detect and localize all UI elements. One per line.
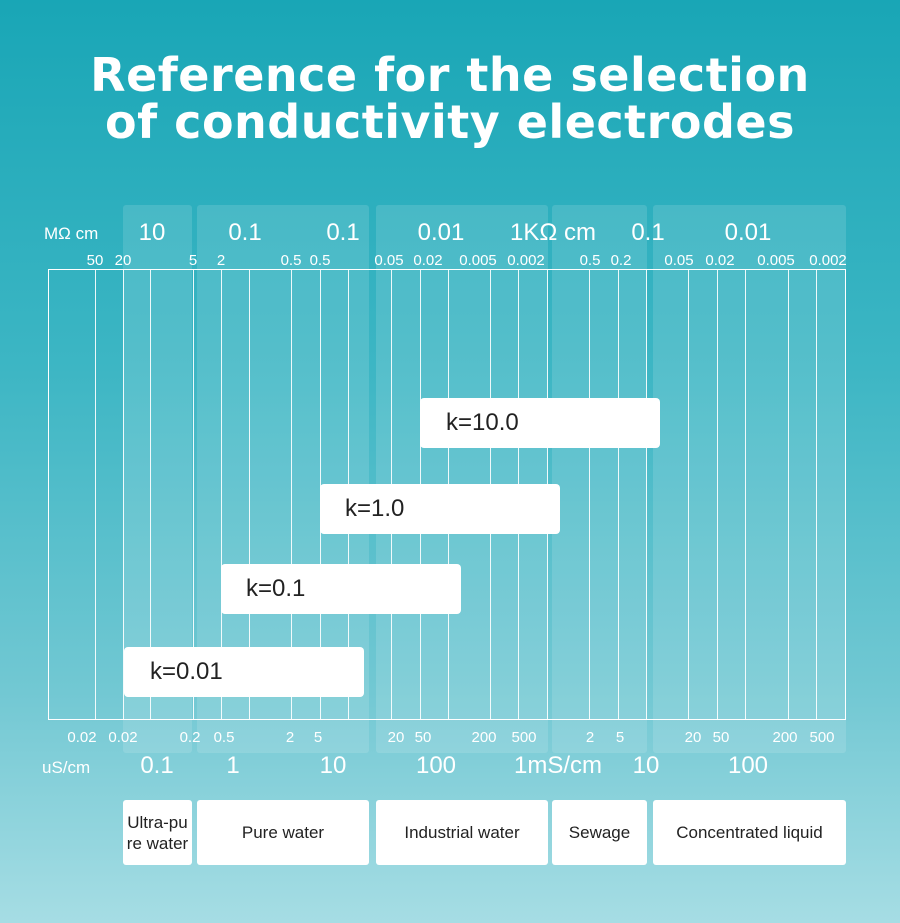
- electrode-range-k10: k=10.0: [420, 398, 660, 448]
- electrode-label: k=0.1: [246, 575, 306, 602]
- grid-line: [123, 269, 124, 720]
- category-ultra-pure-water: Ultra-pu re water: [123, 800, 192, 865]
- grid-line: [95, 269, 96, 720]
- bottom-axis-major-label: 100: [415, 752, 457, 779]
- grid-line: [745, 269, 746, 720]
- top-axis-major-label: 0.01: [724, 219, 772, 246]
- category-sewage: Sewage: [552, 800, 647, 865]
- top-axis-minor-label: 0.005: [757, 252, 795, 269]
- top-axis-minor-label: 5: [188, 252, 198, 269]
- bottom-axis-minor-label: 5: [313, 729, 323, 746]
- electrode-label: k=10.0: [446, 409, 519, 436]
- top-axis-minor-label: 0.2: [610, 252, 632, 269]
- top-axis-major-label: 0.1: [326, 219, 360, 246]
- page-title-line2: of conductivity electrodes: [105, 95, 795, 149]
- bottom-axis-minor-label: 500: [511, 729, 537, 746]
- bottom-axis-minor-label: 20: [387, 729, 405, 746]
- top-axis-minor-label: 2: [216, 252, 226, 269]
- top-axis-minor-label: 0.005: [459, 252, 497, 269]
- grid-line: [717, 269, 718, 720]
- category-label: Industrial water: [404, 823, 520, 842]
- bottom-axis-major-label: 10: [632, 752, 660, 779]
- bottom-axis-minor-label: 2: [285, 729, 295, 746]
- grid-line: [193, 269, 194, 720]
- top-axis-minor-label: 0.02: [705, 252, 735, 269]
- chart-frame: [48, 269, 846, 720]
- grid-line: [150, 269, 151, 720]
- page-title-line1: Reference for the selection: [90, 48, 810, 102]
- bottom-axis-major-label: 0.1: [140, 752, 174, 779]
- grid-line: [291, 269, 292, 720]
- category-label: Sewage: [568, 823, 631, 842]
- electrode-range-k0-1: k=0.1: [221, 564, 461, 614]
- category-concentrated-liquid: Concentrated liquid: [653, 800, 846, 865]
- grid-line: [249, 269, 250, 720]
- grid-line: [788, 269, 789, 720]
- bottom-axis-minor-label: 50: [414, 729, 432, 746]
- bottom-axis-major-label: 100: [727, 752, 769, 779]
- top-axis-major-label: 10: [138, 219, 166, 246]
- grid-line: [688, 269, 689, 720]
- bottom-axis-minor-label: 50: [712, 729, 730, 746]
- band-concentrated-liquid: [653, 205, 846, 753]
- bottom-axis-minor-label: 200: [772, 729, 798, 746]
- top-axis-unit-kohm: 1KΩ cm: [510, 219, 596, 246]
- bottom-axis-unit-us: uS/cm: [42, 758, 91, 777]
- top-axis-major-label: 0.1: [228, 219, 262, 246]
- electrode-label: k=0.01: [150, 658, 223, 685]
- top-axis-minor-label: 50: [86, 252, 104, 269]
- grid-line: [589, 269, 590, 720]
- top-axis-minor-label: 0.002: [507, 252, 545, 269]
- top-axis-major-label: 0.1: [631, 219, 665, 246]
- band-sewage: [552, 205, 647, 753]
- electrode-range-k1: k=1.0: [320, 484, 560, 534]
- bottom-axis-minor-label: 20: [684, 729, 702, 746]
- bottom-axis-minor-label: 5: [615, 729, 625, 746]
- bottom-axis-minor-label: 500: [809, 729, 835, 746]
- top-axis-minor-label: 0.5: [309, 252, 331, 269]
- category-industrial-water: Industrial water: [376, 800, 548, 865]
- top-axis-major-label: 0.01: [417, 219, 465, 246]
- category-label: Pure water: [241, 823, 325, 842]
- bottom-axis-major-label: 1: [226, 752, 240, 779]
- bottom-axis-minor-label: 0.2: [179, 729, 201, 746]
- electrode-label: k=1.0: [345, 495, 405, 522]
- bottom-axis-unit-ms: 1mS/cm: [513, 752, 603, 779]
- top-axis-minor-label: 0.002: [809, 252, 847, 269]
- grid-line: [646, 269, 647, 720]
- category-label: Concentrated liquid: [676, 823, 823, 842]
- top-axis-minor-label: 0.05: [664, 252, 694, 269]
- top-axis-minor-label: 0.5: [579, 252, 601, 269]
- bottom-axis-minor-label: 2: [585, 729, 595, 746]
- bottom-axis-major-label: 10: [319, 752, 347, 779]
- top-axis-unit-mohm: MΩ cm: [44, 224, 99, 243]
- category-label: Ultra-pu re water: [126, 812, 189, 853]
- grid-line: [618, 269, 619, 720]
- grid-line: [221, 269, 222, 720]
- bottom-axis-minor-label: 0.02: [108, 729, 138, 746]
- bottom-axis-minor-label: 0.02: [67, 729, 97, 746]
- bottom-axis-minor-label: 200: [471, 729, 497, 746]
- top-axis-minor-label: 0.5: [280, 252, 302, 269]
- category-pure-water: Pure water: [197, 800, 369, 865]
- bottom-axis-minor-label: 0.5: [213, 729, 235, 746]
- top-axis-minor-label: 20: [114, 252, 132, 269]
- top-axis-minor-label: 0.05: [374, 252, 404, 269]
- top-axis-minor-label: 0.02: [413, 252, 443, 269]
- band-industrial-water: [376, 205, 548, 753]
- electrode-range-k0-01: k=0.01: [124, 647, 364, 697]
- grid-line: [816, 269, 817, 720]
